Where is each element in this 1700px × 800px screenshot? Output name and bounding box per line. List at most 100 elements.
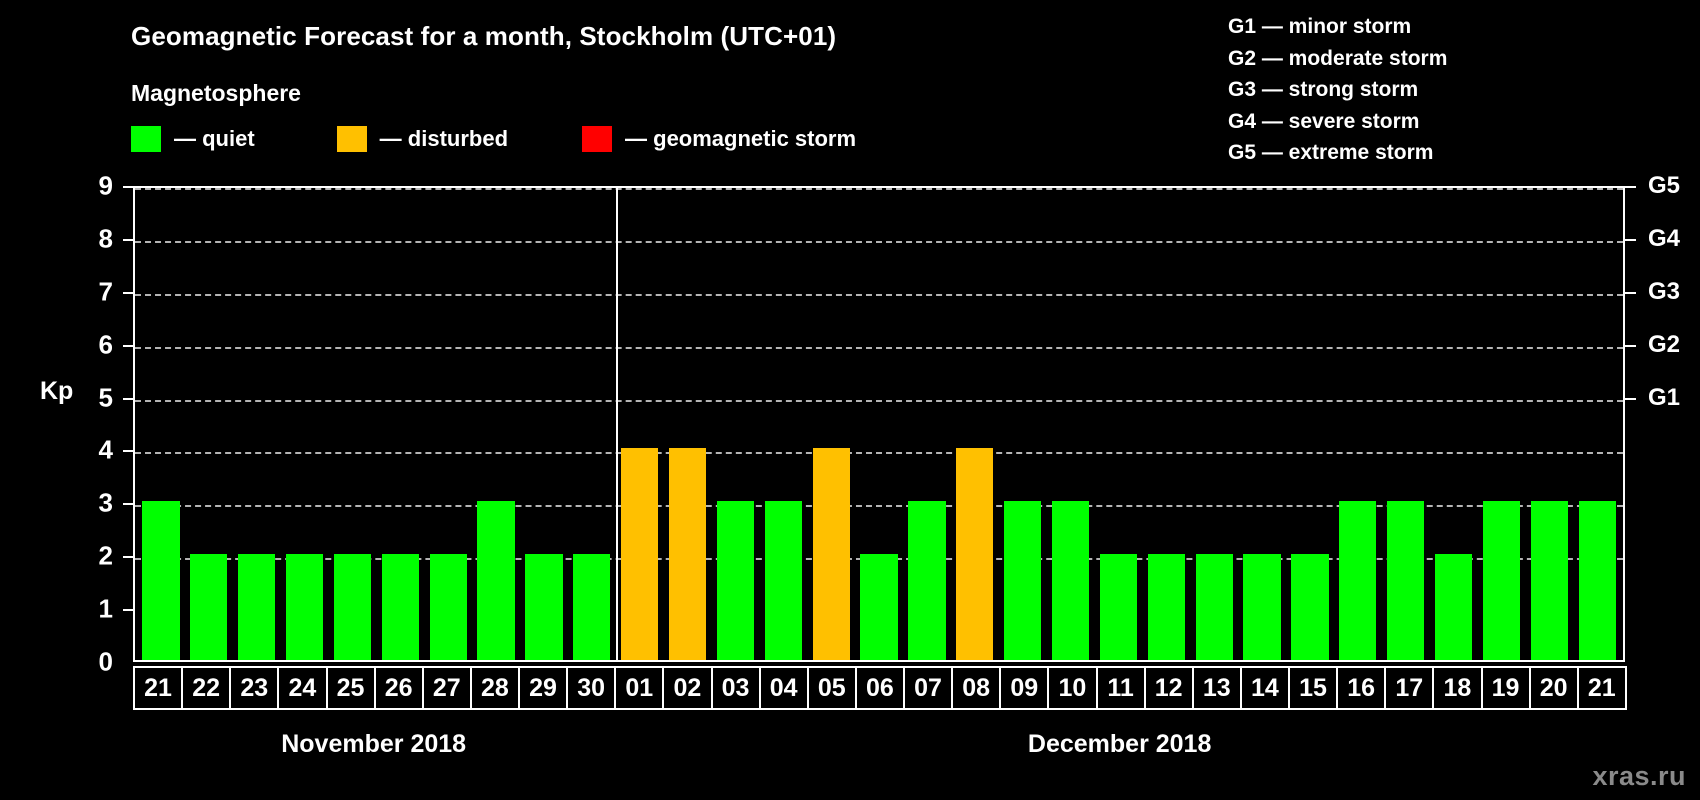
g-tick-mark-G2 (1625, 344, 1636, 347)
bar-november-24 (285, 554, 324, 660)
g-tick-mark-G5 (1625, 186, 1636, 188)
day-label-december-10: 10 (1047, 666, 1098, 710)
bar-cell (424, 188, 472, 660)
kp-tick-mark-1 (123, 609, 133, 612)
gridline-kp-3 (135, 505, 1623, 508)
bar-cell (1382, 188, 1430, 660)
bar-december-18 (1434, 554, 1473, 660)
bar-cell (520, 188, 568, 660)
bar-december-19 (1482, 501, 1521, 660)
gridline-kp-9 (135, 188, 1623, 190)
day-label-december-16: 16 (1336, 666, 1387, 710)
bar-cell (951, 188, 999, 660)
kp-tick-mark-5 (123, 397, 133, 400)
magnetosphere-legend: — quiet — disturbed — geomagnetic storm (131, 124, 856, 154)
kp-tick-label-8: 8 (98, 223, 113, 254)
day-label-december-20: 20 (1528, 666, 1579, 710)
day-label-december-17: 17 (1384, 666, 1435, 710)
legend-label-storm: — geomagnetic storm (625, 126, 857, 151)
gscale-legend-line-3: G3 — strong storm (1228, 78, 1419, 101)
bar-cell (999, 188, 1047, 660)
day-label-november-23: 23 (229, 666, 280, 710)
g-tick-mark-G4 (1625, 238, 1636, 241)
bar-cell (1334, 188, 1382, 660)
gscale-legend: G1 — minor storm G2 — moderate storm G3 — … (1228, 11, 1447, 169)
g-tick-label-G4: G4 (1648, 224, 1681, 252)
bar-december-14 (1243, 554, 1281, 660)
bar-cell (759, 188, 807, 660)
bar-november-22 (190, 554, 228, 660)
month-divider-line (616, 188, 618, 660)
legend-swatch-quiet (131, 126, 161, 152)
bar-december-20 (1530, 501, 1568, 660)
day-label-december-15: 15 (1288, 666, 1339, 710)
g-tick-label-G1: G1 (1648, 383, 1681, 411)
legend-label-disturbed: — disturbed (379, 126, 509, 151)
bar-december-15 (1291, 554, 1329, 660)
day-label-december-12: 12 (1143, 666, 1194, 710)
legend-swatch-disturbed (336, 126, 367, 152)
legend-item-quiet: — quiet (131, 126, 255, 152)
month-caption-november: November 2018 (281, 730, 467, 758)
bar-december-04 (764, 501, 802, 660)
kp-tick-mark-4 (123, 450, 133, 453)
day-label-november-25: 25 (325, 666, 376, 710)
bar-cell (807, 188, 855, 660)
bar-november-30 (573, 554, 611, 660)
bar-cell (233, 188, 281, 660)
kp-axis-title: Kp (40, 377, 74, 405)
watermark: xras.ru (1592, 761, 1686, 791)
bar-december-21 (1578, 501, 1616, 660)
gscale-legend-line-4: G4 — severe storm (1228, 109, 1420, 133)
kp-tick-mark-3 (123, 503, 133, 506)
bar-cell (568, 188, 616, 660)
bar-cell (1142, 188, 1190, 660)
day-label-november-26: 26 (373, 666, 424, 710)
gridline-kp-5 (135, 399, 1623, 402)
bar-cell (712, 188, 760, 660)
gscale-legend-line-1: G1 — minor storm (1228, 15, 1412, 38)
bar-december-11 (1099, 554, 1138, 660)
day-label-december-14: 14 (1239, 666, 1290, 710)
bar-cell (472, 188, 520, 660)
kp-tick-label-0: 0 (98, 646, 113, 677)
bar-november-23 (238, 554, 276, 660)
day-label-december-18: 18 (1432, 666, 1483, 710)
day-label-november-22: 22 (181, 666, 232, 710)
bar-cell (903, 188, 951, 660)
bar-november-29 (525, 554, 563, 660)
kp-tick-mark-8 (123, 238, 133, 241)
day-label-november-28: 28 (469, 666, 520, 710)
magnetosphere-label: Magnetosphere (131, 80, 301, 106)
bar-cell (1478, 188, 1526, 660)
bar-cell (1190, 188, 1238, 660)
bar-december-13 (1195, 554, 1233, 660)
bar-december-07 (908, 501, 946, 660)
kp-tick-label-7: 7 (98, 276, 113, 307)
gridline-kp-8 (135, 240, 1623, 243)
gridline-kp-4 (135, 452, 1623, 455)
bar-november-28 (477, 501, 515, 660)
bar-cell (1525, 188, 1573, 660)
bar-november-27 (429, 554, 467, 660)
bar-cell (185, 188, 233, 660)
day-label-december-09: 09 (999, 666, 1050, 710)
bar-november-21 (142, 501, 180, 660)
kp-tick-label-4: 4 (98, 434, 113, 465)
kp-tick-label-1: 1 (98, 593, 113, 624)
bar-cell (1573, 188, 1621, 660)
gridline-kp-7 (135, 293, 1623, 296)
kp-tick-mark-2 (123, 556, 133, 559)
bar-december-17 (1387, 501, 1425, 660)
kp-tick-label-5: 5 (98, 382, 113, 413)
kp-tick-mark-9 (123, 186, 133, 188)
day-label-november-29: 29 (518, 666, 569, 710)
bar-december-08 (956, 448, 994, 660)
kp-tick-mark-6 (123, 344, 133, 347)
day-label-december-11: 11 (1095, 666, 1146, 710)
bar-december-10 (1051, 501, 1090, 660)
g-tick-mark-G3 (1625, 291, 1636, 294)
kp-tick-mark-7 (123, 291, 133, 294)
bar-december-06 (860, 554, 898, 660)
day-label-december-21: 21 (1576, 666, 1627, 710)
